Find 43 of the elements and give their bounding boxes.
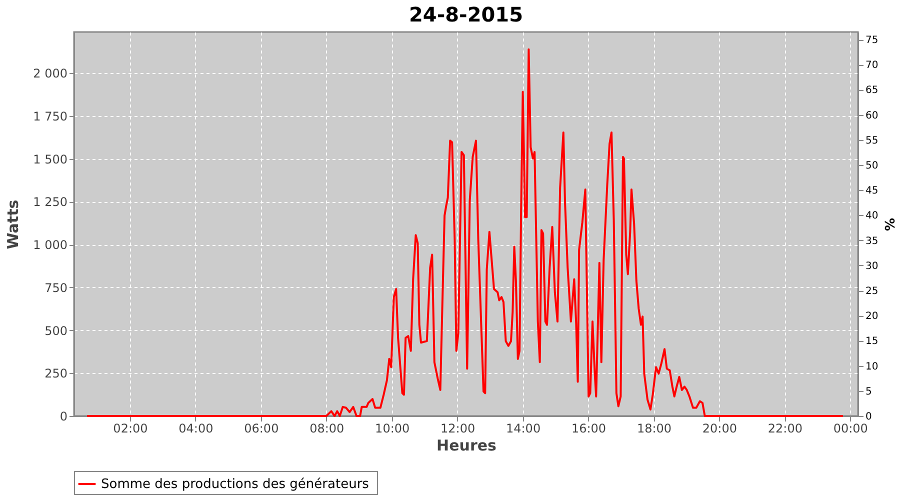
x-tick-label: 00:00 [833, 422, 868, 436]
y2-tick-label: 70 [866, 60, 878, 72]
x-tick-label: 16:00 [571, 422, 606, 436]
y2-tick-label: 40 [866, 210, 878, 222]
x-tick-label: 14:00 [506, 422, 541, 436]
y-axis-title: Watts [4, 200, 22, 250]
y2-tick-label: 45 [866, 186, 878, 197]
y-tick-label: 1 000 [33, 238, 68, 252]
y2-tick-label: 0 [866, 412, 872, 422]
y-tick-label: 1 500 [33, 152, 68, 166]
y-tick-label: 1 750 [33, 110, 68, 124]
y2-tick-label: 10 [866, 361, 878, 372]
x-tick-label: 20:00 [702, 422, 737, 436]
y-tick-label: 2 000 [33, 66, 68, 81]
legend-label: Somme des productions des générateurs [101, 477, 370, 492]
y2-tick-label: 35 [866, 236, 878, 247]
x-tick-label: 12:00 [440, 422, 476, 436]
y2-tick-label: 60 [866, 110, 878, 122]
x-tick-label: 06:00 [244, 422, 279, 436]
chart-title: 24-8-2015 [408, 2, 524, 26]
x-tick-label: 02:00 [113, 422, 148, 436]
y2-tick-label: 65 [866, 85, 878, 96]
y2-tick-label: 20 [866, 311, 878, 322]
y-tick-label: 0 [60, 410, 68, 424]
line-series [86, 48, 844, 417]
y2-tick-label: 55 [866, 135, 878, 146]
x-tick-label: 22:00 [768, 422, 802, 436]
x-tick-label: 08:00 [310, 422, 344, 436]
x-axis-title: Heures [436, 436, 497, 454]
y2-tick-label: 5 [866, 386, 872, 398]
y2-tick-label: 75 [866, 35, 878, 46]
y2-tick-label: 15 [866, 336, 878, 348]
y-tick-label: 750 [44, 280, 68, 295]
y2-axis-title: % [881, 218, 896, 232]
x-tick-label: 04:00 [178, 422, 214, 436]
y-tick-label: 500 [44, 324, 68, 338]
y-tick-label: 250 [44, 366, 68, 381]
x-tick-label: 10:00 [375, 422, 410, 436]
y2-tick-label: 25 [866, 286, 878, 298]
y2-tick-label: 50 [866, 160, 878, 172]
y2-tick-label: 30 [866, 260, 878, 272]
y-tick-label: 1 250 [33, 195, 68, 210]
x-tick-label: 18:00 [636, 422, 672, 436]
